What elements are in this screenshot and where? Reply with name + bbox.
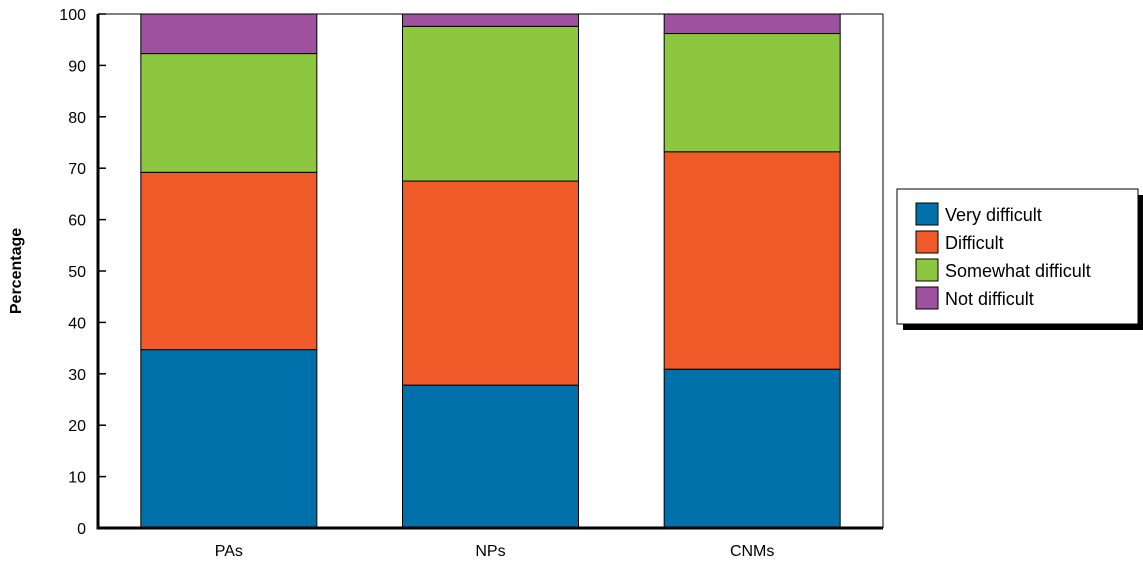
y-tick-label: 20 (68, 418, 86, 435)
y-tick-label: 70 (68, 161, 86, 178)
y-axis: 0 10 20 30 40 50 60 70 80 90 100 (59, 7, 106, 538)
bars (140, 13, 841, 529)
x-tick-label-cnms: CNMs (730, 543, 774, 560)
legend: Very difficult Difficult Somewhat difficul… (896, 188, 1143, 330)
bar-segment-nps-somewhat-difficult (402, 25, 579, 182)
y-axis-title: Percentage (8, 228, 25, 314)
bar-segment-nps-very-difficult (402, 384, 579, 529)
y-tick-label: 10 (68, 470, 86, 487)
y-tick-label: 60 (68, 213, 86, 230)
legend-swatch-very-difficult (915, 202, 939, 226)
bar-segment-pas-very-difficult (140, 349, 318, 529)
y-tick-label: 40 (68, 315, 86, 332)
legend-label-not-difficult: Not difficult (945, 289, 1034, 309)
y-tick-label: 50 (68, 264, 86, 281)
y-tick-label: 30 (68, 367, 86, 384)
y-tick-label: 100 (59, 7, 86, 24)
y-tick-label: 80 (68, 110, 86, 127)
legend-swatch-difficult (915, 230, 939, 254)
legend-label-difficult: Difficult (945, 233, 1004, 253)
bar-segment-cnms-not-difficult (663, 13, 841, 35)
bar-segment-pas-difficult (140, 171, 318, 351)
legend-swatch-not-difficult (915, 286, 939, 310)
bar-segment-nps-difficult (402, 180, 579, 386)
bar-segment-pas-somewhat-difficult (140, 53, 318, 173)
bar-segment-pas-not-difficult (140, 13, 318, 55)
legend-label-very-difficult: Very difficult (945, 205, 1042, 225)
bar-segment-cnms-somewhat-difficult (663, 33, 841, 153)
bar-segment-nps-not-difficult (402, 13, 579, 27)
x-axis: PAs NPs CNMs (96, 526, 883, 560)
bar-segment-cnms-difficult (663, 151, 841, 370)
x-tick-label-pas: PAs (215, 543, 243, 560)
legend-swatch-somewhat-difficult (915, 258, 939, 282)
x-tick-label-nps: NPs (475, 543, 505, 560)
bar-segment-cnms-very-difficult (663, 368, 841, 529)
y-tick-label: 0 (77, 521, 86, 538)
y-tick-label: 90 (68, 58, 86, 75)
legend-label-somewhat-difficult: Somewhat difficult (945, 261, 1091, 281)
